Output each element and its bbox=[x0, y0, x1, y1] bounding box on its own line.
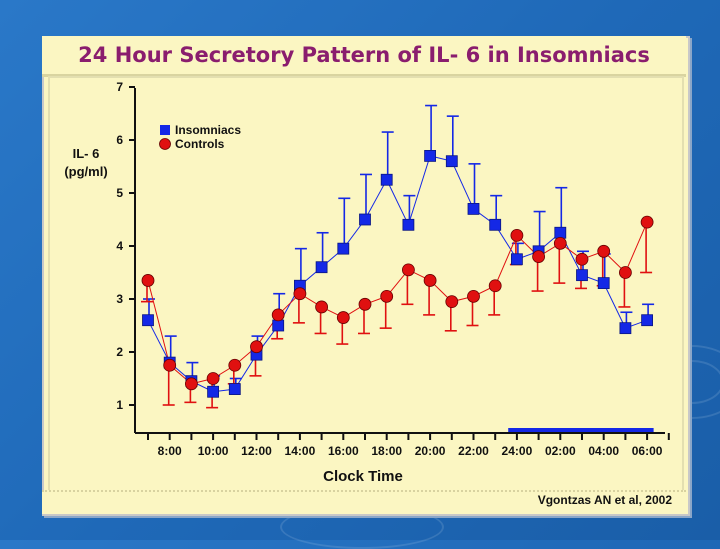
data-point-insomniacs bbox=[467, 202, 480, 215]
y-axis-label: IL- 6 (pg/ml) bbox=[58, 145, 114, 181]
data-point-insomniacs bbox=[272, 319, 285, 332]
x-tick-label: 20:00 bbox=[415, 444, 446, 458]
axes: 1 2 3 4 5 6 7 8:00 10:00 12:00 14:00 16:00 18:00 20:0… bbox=[116, 80, 670, 458]
data-point-insomniacs bbox=[597, 277, 610, 290]
y-tick-label: 5 bbox=[116, 186, 123, 200]
data-point-controls bbox=[141, 274, 155, 287]
chart-title: 24 Hour Secretory Pattern of IL- 6 in In… bbox=[78, 43, 650, 67]
x-tick-label: 14:00 bbox=[285, 444, 316, 458]
x-axis-label: Clock Time bbox=[323, 468, 403, 485]
data-point-insomniacs bbox=[315, 261, 328, 274]
x-tick-label: 22:00 bbox=[458, 444, 489, 458]
data-point-insomniacs bbox=[402, 218, 415, 231]
data-point-controls bbox=[206, 372, 220, 385]
data-point-insomniacs bbox=[359, 213, 371, 226]
data-markers bbox=[141, 149, 654, 398]
data-point-controls bbox=[619, 266, 632, 279]
series-line-controls bbox=[147, 221, 648, 385]
title-bar: 24 Hour Secretory Pattern of IL- 6 in In… bbox=[42, 36, 686, 77]
y-tick-label: 4 bbox=[116, 239, 123, 253]
series-lines bbox=[147, 155, 648, 393]
x-tick-label: 06:00 bbox=[632, 444, 663, 458]
data-point-controls bbox=[271, 308, 285, 322]
y-tick-label: 2 bbox=[116, 345, 123, 359]
data-point-controls bbox=[336, 311, 350, 324]
y-tick-label: 1 bbox=[116, 398, 123, 412]
data-point-controls bbox=[445, 295, 459, 309]
data-point-controls bbox=[250, 340, 263, 354]
data-point-insomniacs bbox=[576, 269, 588, 282]
sleep-period-bar-rect bbox=[508, 428, 654, 433]
data-point-controls bbox=[228, 358, 242, 372]
data-point-insomniacs bbox=[424, 149, 437, 162]
data-point-insomniacs bbox=[337, 242, 350, 255]
legend-swatch-controls bbox=[159, 138, 171, 150]
data-point-insomniacs bbox=[510, 253, 523, 266]
data-point-controls bbox=[575, 252, 589, 266]
data-point-controls bbox=[401, 263, 415, 277]
data-point-controls bbox=[532, 250, 545, 264]
data-point-controls bbox=[423, 274, 437, 287]
y-tick-label: 7 bbox=[116, 80, 123, 94]
x-tick-label: 18:00 bbox=[371, 444, 402, 458]
data-point-controls bbox=[163, 358, 177, 372]
data-point-insomniacs bbox=[445, 155, 458, 168]
x-tick-label: 16:00 bbox=[328, 444, 359, 458]
x-tick-label: 12:00 bbox=[241, 444, 272, 458]
data-point-insomniacs bbox=[489, 218, 502, 231]
x-tick-label: 10:00 bbox=[198, 444, 229, 458]
y-tick-label: 6 bbox=[116, 133, 123, 147]
data-point-insomniacs bbox=[641, 314, 653, 327]
data-point-controls bbox=[358, 297, 372, 311]
legend-label-controls: Controls bbox=[175, 137, 225, 151]
data-point-controls bbox=[488, 279, 502, 293]
data-point-controls bbox=[640, 215, 654, 229]
footer-bar bbox=[42, 490, 686, 514]
citation: Vgontzas AN et al, 2002 bbox=[537, 493, 672, 507]
data-point-insomniacs bbox=[207, 385, 220, 398]
y-axis-label-line1: IL- 6 bbox=[72, 146, 100, 161]
data-point-insomniacs bbox=[142, 314, 154, 327]
data-point-controls bbox=[293, 287, 307, 301]
data-point-controls bbox=[467, 289, 480, 303]
y-tick-label: 3 bbox=[116, 292, 123, 306]
data-point-insomniacs bbox=[554, 226, 567, 239]
data-point-controls bbox=[380, 289, 394, 303]
x-tick-label: 24:00 bbox=[502, 444, 533, 458]
legend-label-insomniacs: Insomniacs bbox=[175, 123, 241, 137]
data-point-insomniacs bbox=[619, 322, 632, 335]
legend-swatch-insomniacs bbox=[160, 125, 170, 135]
data-point-controls bbox=[510, 228, 524, 242]
data-point-controls bbox=[184, 377, 198, 391]
x-tick-label: 04:00 bbox=[588, 444, 619, 458]
x-tick-label: 8:00 bbox=[158, 444, 182, 458]
x-tick-label: 02:00 bbox=[545, 444, 576, 458]
series-line-insomniacs bbox=[147, 155, 648, 393]
data-point-insomniacs bbox=[228, 383, 241, 396]
sleep-period-bar bbox=[508, 428, 654, 433]
data-point-controls bbox=[553, 236, 567, 250]
y-axis-label-line2: (pg/ml) bbox=[64, 164, 108, 179]
data-point-insomniacs bbox=[380, 173, 393, 186]
data-point-controls bbox=[597, 244, 611, 258]
data-point-controls bbox=[315, 300, 329, 314]
plot-area bbox=[48, 76, 684, 492]
